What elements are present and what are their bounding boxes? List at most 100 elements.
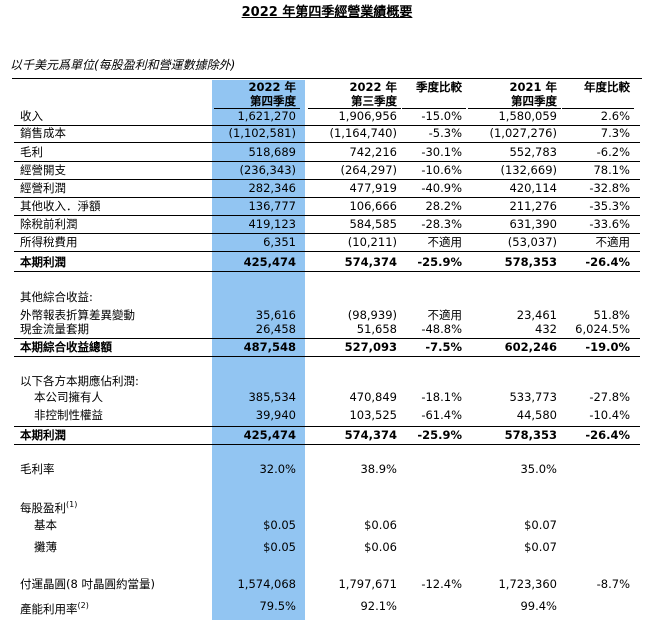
cell-value: (264,297) (340, 163, 397, 177)
cell-value: 1,621,270 (237, 109, 296, 123)
cell-value: 1,574,068 (237, 577, 296, 591)
footnote-ref: (1) (66, 500, 78, 509)
cell-value: -26.4% (585, 428, 630, 442)
cell-value: -25.9% (417, 428, 462, 442)
cell-value: 470,849 (349, 390, 397, 404)
column-header: 第四季度 (511, 94, 557, 108)
column-header: 第三季度 (351, 94, 397, 108)
cell-value: 425,474 (243, 428, 296, 442)
cell-value: 742,216 (349, 145, 397, 159)
cell-value: (10,211) (347, 235, 397, 249)
rule (14, 125, 640, 126)
cell-value: -25.9% (417, 255, 462, 269)
column-header: 第四季度 (250, 94, 296, 108)
cell-value: 584,585 (349, 217, 397, 231)
cell-value: -10.6% (421, 163, 462, 177)
cell-value: -27.8% (589, 390, 630, 404)
cell-value: 574,374 (344, 255, 397, 269)
row-label: 非控制性權益 (34, 408, 103, 422)
cell-value: 38.9% (360, 462, 397, 476)
row-label: 除稅前利潤 (20, 217, 78, 231)
cell-value: 1,906,956 (338, 109, 397, 123)
column-header: 2022 年 (248, 80, 296, 94)
top-rule (12, 78, 642, 79)
cell-value: 1,723,360 (498, 577, 557, 591)
rule (468, 108, 561, 109)
row-label: 其他綜合收益: (20, 290, 93, 304)
cell-value: 578,353 (504, 255, 557, 269)
cell-value: 39,940 (255, 408, 296, 422)
cell-value: -7.5% (425, 340, 462, 354)
rule (308, 108, 401, 109)
cell-value: -12.4% (421, 577, 462, 591)
rule (14, 251, 640, 252)
cell-value: -33.6% (589, 217, 630, 231)
cell-value: (1,027,276) (489, 126, 557, 140)
cell-value: 103,525 (349, 408, 397, 422)
cell-value: $0.06 (364, 518, 397, 532)
rule (14, 356, 640, 357)
cell-value: 35.0% (520, 462, 557, 476)
cell-value: 106,666 (349, 199, 397, 213)
cell-value: 477,919 (349, 181, 397, 195)
cell-value: 78.1% (593, 163, 630, 177)
cell-value: 552,783 (509, 145, 557, 159)
cell-value: 92.1% (360, 599, 397, 613)
cell-value: -35.3% (589, 199, 630, 213)
cell-value: -19.0% (585, 340, 630, 354)
row-label: 產能利用率(2) (20, 601, 89, 616)
cell-value: -30.1% (421, 145, 462, 159)
row-label: 毛利率 (20, 462, 55, 476)
cell-value: 419,123 (248, 217, 296, 231)
cell-value: 533,773 (509, 390, 557, 404)
cell-value: 32.0% (259, 462, 296, 476)
cell-value: -40.9% (421, 181, 462, 195)
cell-value: 99.4% (520, 599, 557, 613)
row-label: 現金流量套期 (20, 322, 89, 336)
cell-value: -5.3% (428, 126, 462, 140)
cell-value: 385,534 (248, 390, 296, 404)
cell-value: 51.8% (593, 308, 630, 322)
cell-value: $0.05 (263, 518, 296, 532)
cell-value: -10.4% (589, 408, 630, 422)
cell-value: -18.1% (421, 390, 462, 404)
cell-value: (1,102,581) (228, 126, 296, 140)
cell-value: (98,939) (347, 308, 397, 322)
cell-value: (1,164,740) (329, 126, 397, 140)
rule (562, 108, 634, 109)
rule (14, 426, 640, 427)
cell-value: -32.8% (589, 181, 630, 195)
cell-value: 7.3% (600, 126, 630, 140)
cell-value: 51,658 (356, 322, 397, 336)
row-label: 本期利潤 (20, 255, 66, 269)
highlight-column (212, 80, 305, 620)
row-label: 銷售成本 (20, 126, 66, 140)
cell-value: 不適用 (595, 235, 631, 249)
footnote-ref: (2) (77, 601, 89, 610)
column-header: 年度比較 (584, 80, 630, 94)
cell-value: 574,374 (344, 428, 397, 442)
cell-value: 不適用 (427, 308, 463, 322)
rule (14, 142, 640, 143)
cell-value: $0.07 (524, 540, 557, 554)
row-label: 經營開支 (20, 163, 66, 177)
cell-value: 2.6% (600, 109, 630, 123)
row-label: 本期綜合收益總額 (20, 340, 112, 354)
cell-value: -15.0% (421, 109, 462, 123)
cell-value: 26,458 (255, 322, 296, 336)
cell-value: 420,114 (509, 181, 557, 195)
row-label: 收入 (20, 109, 43, 123)
row-label: 本期利潤 (20, 428, 66, 442)
cell-value: 35,616 (255, 308, 296, 322)
row-label: 付運晶圓(8 吋晶圓約當量) (20, 577, 155, 591)
cell-value: -6.2% (596, 145, 630, 159)
cell-value: (53,037) (507, 235, 557, 249)
rule (14, 338, 640, 339)
rule (14, 161, 640, 162)
row-label: 經營利潤 (20, 181, 66, 195)
cell-value: (236,343) (239, 163, 296, 177)
cell-value: 578,353 (504, 428, 557, 442)
rule (14, 179, 640, 180)
subtitle: 以千美元爲單位(每股盈利和營運數據除外) (10, 58, 236, 72)
row-label: 基本 (34, 518, 57, 532)
